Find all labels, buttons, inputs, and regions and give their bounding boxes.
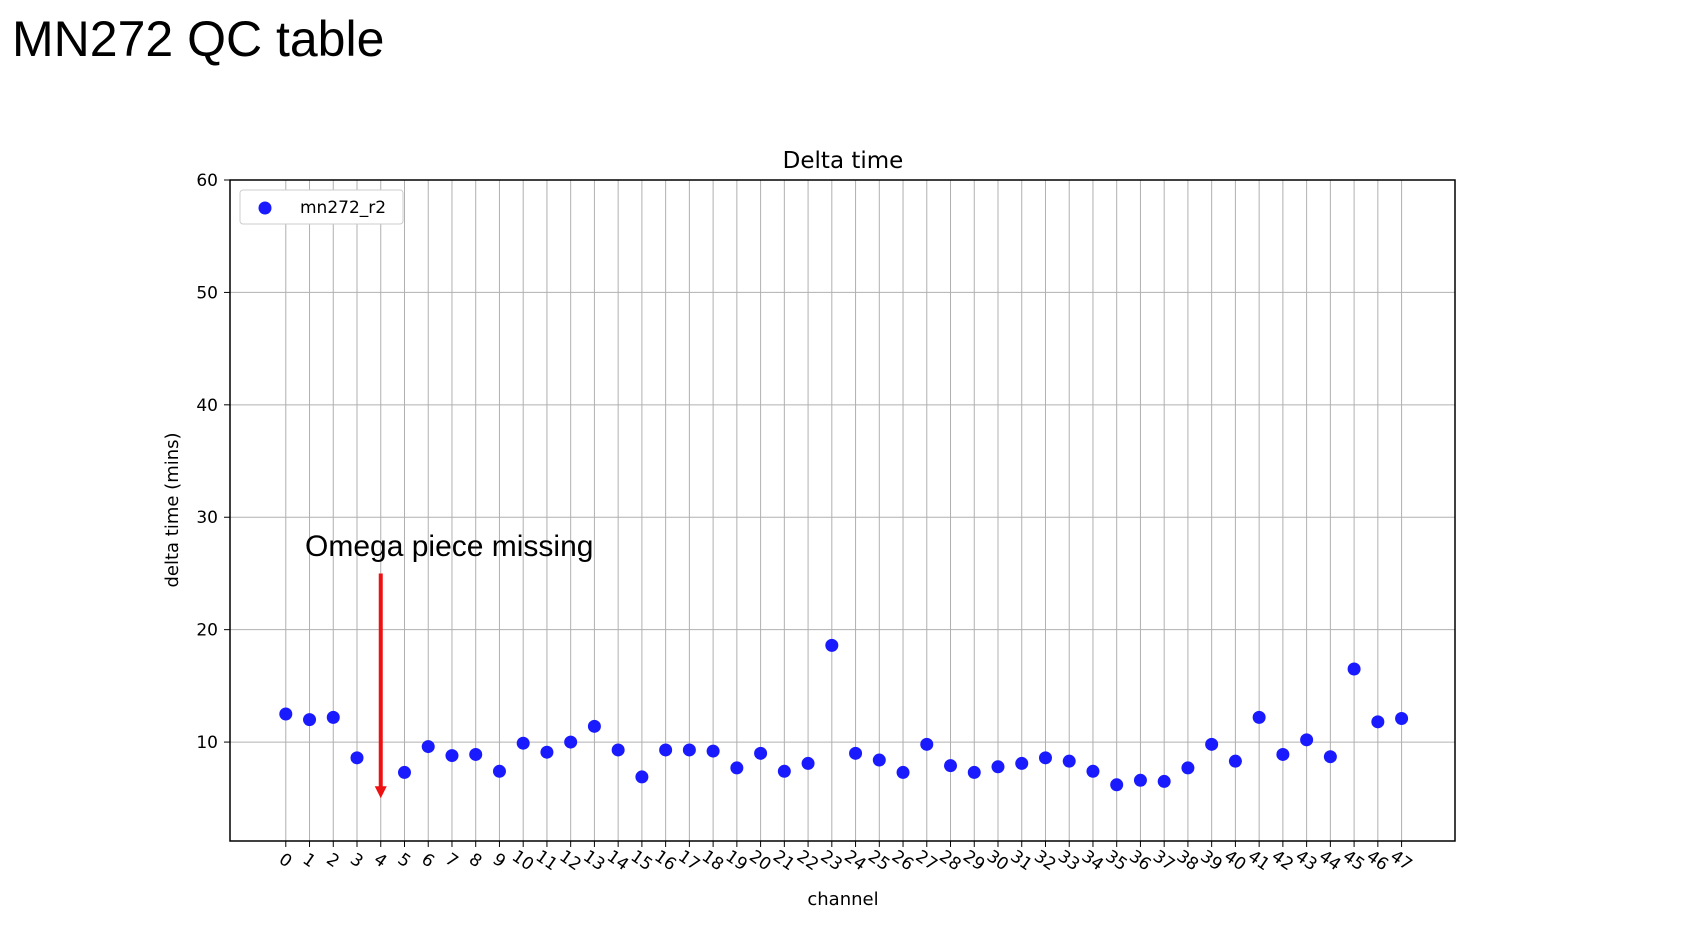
data-point bbox=[682, 743, 696, 757]
x-tick-label: 1 bbox=[299, 850, 319, 873]
data-point bbox=[1086, 764, 1100, 778]
y-axis-ticks: 10 20 30 40 50 60 bbox=[196, 171, 230, 753]
plot-area-frame bbox=[229, 179, 1456, 842]
x-tick-label: 47 bbox=[1386, 846, 1415, 875]
y-tick-label: 30 bbox=[196, 508, 218, 528]
data-point bbox=[326, 710, 340, 724]
x-tick-label: 3 bbox=[346, 850, 366, 873]
x-tick-label: 5 bbox=[394, 850, 414, 873]
data-point bbox=[1110, 778, 1124, 792]
data-point bbox=[944, 759, 958, 773]
data-point bbox=[872, 753, 886, 767]
y-tick-label: 50 bbox=[196, 283, 218, 303]
annotation-text: Omega piece missing bbox=[305, 530, 593, 563]
legend-box bbox=[239, 189, 404, 225]
data-point bbox=[611, 743, 625, 757]
data-point bbox=[421, 740, 435, 754]
legend: mn272_r2 bbox=[239, 189, 404, 225]
data-point bbox=[1157, 774, 1171, 788]
data-point bbox=[564, 735, 578, 749]
data-point bbox=[1347, 662, 1361, 676]
data-point bbox=[492, 764, 506, 778]
x-tick-label: 2 bbox=[323, 850, 343, 873]
data-point bbox=[540, 745, 554, 759]
series-points bbox=[279, 638, 1409, 792]
data-point bbox=[754, 746, 768, 760]
data-point bbox=[1062, 754, 1076, 768]
data-point bbox=[849, 746, 863, 760]
annotation: Omega piece missing bbox=[305, 530, 593, 799]
x-tick-label: 8 bbox=[465, 850, 485, 873]
y-tick-label: 40 bbox=[196, 396, 218, 416]
data-point bbox=[279, 707, 293, 721]
data-point bbox=[777, 764, 791, 778]
data-point bbox=[1300, 733, 1314, 747]
data-point bbox=[896, 765, 910, 779]
data-point bbox=[1133, 773, 1147, 787]
data-point bbox=[920, 737, 934, 751]
data-point bbox=[1276, 747, 1290, 761]
data-point bbox=[659, 743, 673, 757]
y-axis-label: delta time (mins) bbox=[162, 432, 183, 587]
data-point bbox=[1371, 715, 1385, 729]
data-point bbox=[991, 760, 1005, 774]
annotation-arrow-head bbox=[374, 786, 387, 799]
data-point bbox=[1228, 754, 1242, 768]
data-point bbox=[635, 770, 649, 784]
data-point bbox=[1205, 737, 1219, 751]
data-point bbox=[587, 719, 601, 733]
x-axis-ticks: 0 1 2 3 4 5 6 7 8 9101112131415161718192021222324… bbox=[275, 841, 1416, 875]
x-tick-label: 9 bbox=[489, 850, 509, 873]
data-point bbox=[1323, 750, 1337, 764]
legend-label: mn272_r2 bbox=[300, 198, 386, 218]
data-point bbox=[1252, 710, 1266, 724]
data-point bbox=[730, 761, 744, 775]
x-tick-label: 4 bbox=[370, 850, 390, 873]
data-point bbox=[706, 744, 720, 758]
data-point bbox=[516, 736, 530, 750]
x-tick-label: 7 bbox=[441, 850, 461, 873]
data-point bbox=[350, 751, 364, 765]
data-point bbox=[303, 713, 317, 727]
data-point bbox=[1181, 761, 1195, 775]
y-tick-label: 60 bbox=[196, 171, 218, 191]
y-tick-label: 10 bbox=[196, 733, 218, 753]
data-point bbox=[967, 765, 981, 779]
data-point bbox=[1015, 756, 1029, 770]
x-tick-label: 0 bbox=[275, 850, 295, 873]
grid-lines bbox=[230, 179, 1455, 841]
data-point bbox=[1395, 711, 1409, 725]
data-point bbox=[445, 749, 459, 763]
legend-marker bbox=[258, 201, 272, 215]
x-axis-label: channel bbox=[807, 889, 878, 910]
data-point bbox=[469, 747, 483, 761]
data-point bbox=[825, 638, 839, 652]
x-tick-label: 6 bbox=[417, 850, 437, 873]
data-point bbox=[801, 756, 815, 770]
chart-title: Delta time bbox=[783, 148, 904, 174]
slide-title: MN272 QC table bbox=[12, 11, 385, 67]
data-point bbox=[397, 765, 411, 779]
y-tick-label: 20 bbox=[196, 621, 218, 641]
data-point bbox=[1038, 751, 1052, 765]
